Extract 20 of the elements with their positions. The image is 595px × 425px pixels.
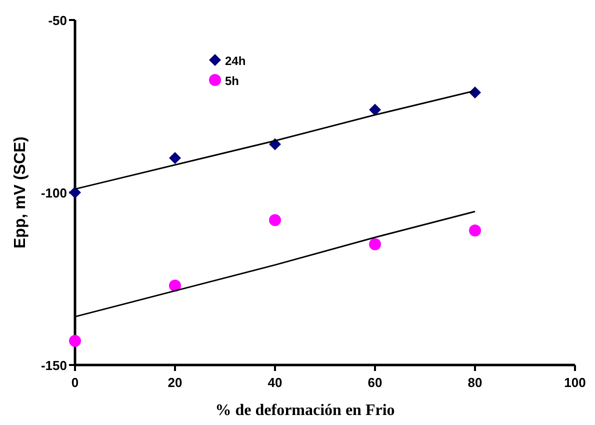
y-tick-label: -50 (48, 13, 67, 28)
y-tick-label: -100 (40, 186, 67, 200)
x-tick-label: 80 (468, 375, 482, 390)
y-tick-label: -150 (40, 358, 67, 373)
point (169, 152, 181, 164)
point (169, 280, 181, 292)
x-tick-label: 100 (564, 375, 586, 390)
x-tick-label: 0 (71, 375, 79, 390)
y-axis-title: Epp, mV (SCE) (12, 136, 29, 249)
x-axis-title: % de deformación en Frio (215, 402, 395, 419)
point (369, 104, 381, 116)
x-tick-label: 20 (168, 375, 182, 390)
x-tick-label: 40 (268, 375, 282, 390)
legend-label: 24h (225, 54, 246, 68)
point (69, 334, 81, 347)
point (269, 214, 281, 226)
legend-label: 5h (225, 74, 240, 88)
point (469, 224, 481, 236)
point (369, 238, 381, 250)
x-tick-label: 60 (368, 375, 382, 390)
